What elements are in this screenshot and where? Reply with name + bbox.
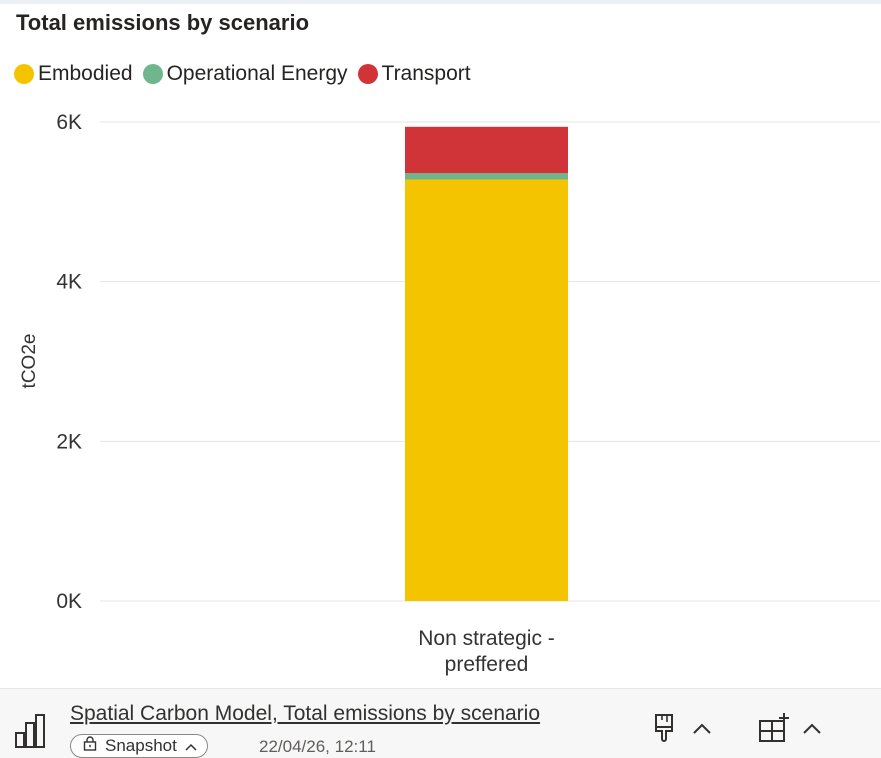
y-axis-label: tCO2e xyxy=(19,334,40,389)
snapshot-timestamp: 22/04/26, 12:11 xyxy=(259,737,376,756)
chart-title: Total emissions by scenario xyxy=(16,10,310,35)
chevron-up-icon xyxy=(692,722,712,740)
source-link[interactable]: Spatial Carbon Model, Total emissions by… xyxy=(70,702,541,725)
snapshot-dropdown[interactable]: Snapshot xyxy=(70,734,208,758)
legend-marker-embodied xyxy=(14,64,34,84)
bar-segment-operational-energy[interactable] xyxy=(405,173,568,180)
y-tick-label: 6K xyxy=(56,111,82,134)
legend-label-transport: Transport xyxy=(381,62,471,85)
visual-container: Total emissions by scenario Embodied Ope… xyxy=(0,0,881,676)
legend-item-transport[interactable]: Transport xyxy=(357,62,471,86)
y-tick-label: 4K xyxy=(56,271,82,294)
legend-label-embodied: Embodied xyxy=(38,62,133,85)
y-tick-label: 2K xyxy=(56,430,82,453)
x-tick-label: preffered xyxy=(445,653,529,676)
legend-marker-transport xyxy=(357,64,378,84)
lock-icon xyxy=(83,736,97,756)
add-visual-icon xyxy=(758,713,790,748)
visual-footer: Spatial Carbon Model, Total emissions by… xyxy=(0,688,881,758)
legend-item-operational-energy[interactable]: Operational Energy xyxy=(142,62,348,86)
snapshot-label: Snapshot xyxy=(105,736,177,755)
legend-label-operational-energy: Operational Energy xyxy=(166,62,348,85)
add-visual-button[interactable] xyxy=(758,713,822,748)
paintbrush-icon xyxy=(652,713,676,748)
x-tick-label: Non strategic - xyxy=(418,627,555,650)
legend-marker-operational-energy xyxy=(142,64,163,84)
chart-legend: Embodied Operational Energy Transport xyxy=(14,62,481,86)
format-visual-button[interactable] xyxy=(652,713,712,748)
bar-chart-icon xyxy=(14,713,48,754)
y-tick-label: 0K xyxy=(56,590,82,613)
legend-item-embodied[interactable]: Embodied xyxy=(14,62,133,86)
bar-segment-embodied[interactable] xyxy=(405,179,568,602)
stacked-bar-chart: 0K 2K 4K 6K tCO2e Non strategic - preffered xyxy=(19,111,880,676)
chevron-up-icon xyxy=(185,736,197,756)
bar-segment-transport[interactable] xyxy=(405,126,568,174)
chevron-up-icon xyxy=(802,722,822,740)
